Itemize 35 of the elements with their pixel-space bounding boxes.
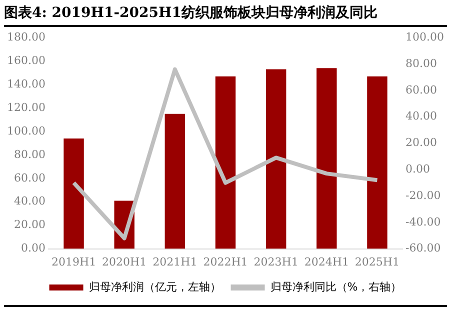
y-tick-label: 180.00 — [6, 30, 46, 44]
legend-label: 归母净利同比（%，右轴） — [270, 280, 402, 294]
x-tick-label: 2022H1 — [203, 255, 248, 268]
x-tick-label: 2021H1 — [152, 255, 198, 268]
y-tick-label: 20.00 — [14, 218, 46, 232]
bar — [164, 114, 186, 249]
y-tick-label: 120.00 — [6, 100, 46, 114]
y-tick-label: 160.00 — [6, 54, 46, 67]
bar — [64, 138, 84, 249]
y-tick-label: 80.00 — [14, 148, 46, 161]
y-tick-label: 0.00 — [20, 242, 46, 255]
y2-tick-label: 60.00 — [406, 83, 438, 96]
y-tick-label: 140.00 — [6, 77, 46, 90]
y2-tick-label: -20.00 — [406, 188, 441, 202]
y2-tick-label: -40.00 — [406, 215, 441, 228]
y2-tick-label: 80.00 — [406, 56, 438, 70]
x-tick-label: 2020H1 — [102, 255, 147, 268]
x-tick-label: 2024H1 — [304, 255, 349, 268]
y2-tick-label: 0.00 — [406, 162, 430, 176]
x-tick-label: 2019H1 — [51, 255, 96, 268]
y-tick-label: 60.00 — [14, 171, 46, 184]
y2-tick-label: 20.00 — [406, 136, 438, 150]
bar — [316, 68, 337, 249]
bar — [215, 76, 236, 249]
y2-tick-label: -60.00 — [406, 242, 441, 255]
x-tick-label: 2023H1 — [254, 255, 298, 268]
chart-title: 图表4: 2019H1-2025H1纺织服饰板块归母净利润及同比 — [4, 4, 447, 27]
bar — [266, 69, 286, 249]
bar — [367, 76, 388, 249]
legend-label: 归母净利润（亿元，左轴） — [88, 280, 221, 294]
x-tick-label: 2025H1 — [354, 255, 400, 268]
y-tick-label: 40.00 — [14, 194, 46, 208]
y2-tick-label: 100.00 — [406, 30, 444, 44]
y2-tick-label: 40.00 — [406, 110, 438, 123]
y-tick-label: 100.00 — [6, 124, 46, 138]
